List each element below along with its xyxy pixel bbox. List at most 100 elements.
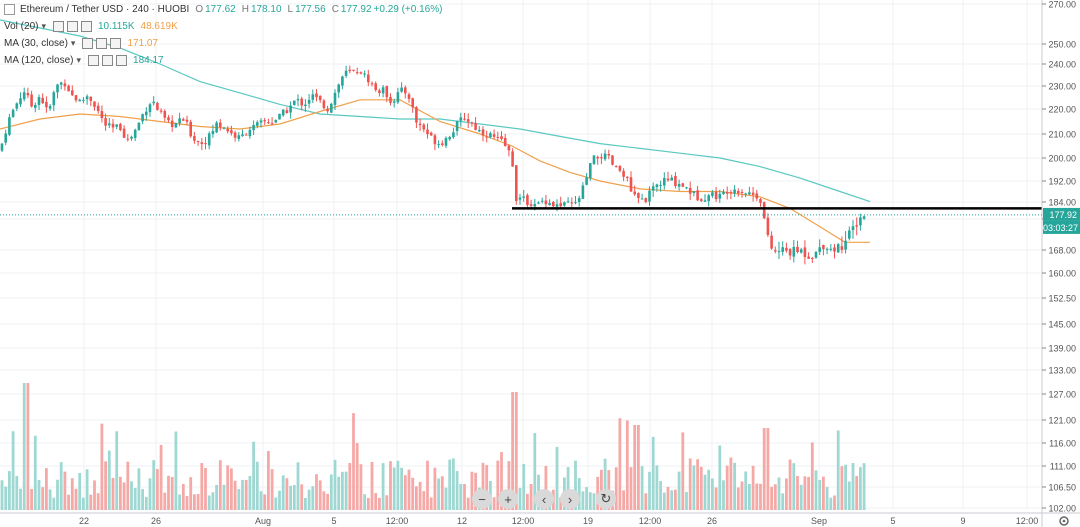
time-axis[interactable]: 22 26 Aug 5 12:00 12 12:00 19 12:00 26 Sep 5 9 12:00 — [0, 512, 1080, 526]
volume-bar — [748, 483, 751, 510]
volume-bar — [67, 494, 70, 510]
volume-bar — [433, 467, 437, 510]
price-tick-label: 160.00 — [1048, 269, 1076, 279]
candle-body — [814, 251, 818, 258]
candle-body — [825, 248, 829, 250]
volume-bar — [144, 496, 148, 510]
indicator-ma30-value: 171.07 — [127, 37, 159, 49]
price-tick-label: 250.00 — [1048, 40, 1076, 50]
indicator-vol-value-2: 48.619K — [140, 20, 178, 32]
candle-body — [11, 109, 15, 118]
candle-body — [622, 170, 625, 177]
candle-body — [455, 121, 459, 132]
candle-body — [851, 226, 855, 231]
time-tick-label: 26 — [707, 516, 717, 526]
eye-icon[interactable] — [82, 37, 94, 49]
candle-body — [437, 144, 440, 146]
close-icon[interactable] — [110, 37, 122, 49]
scroll-right-button[interactable]: › — [560, 489, 580, 509]
candle-body — [415, 107, 418, 123]
volume-bar — [359, 464, 363, 510]
volume-bar — [411, 477, 415, 510]
gear-icon[interactable] — [1059, 516, 1069, 526]
candle-body — [633, 191, 636, 195]
scroll-left-button[interactable]: ‹ — [534, 489, 554, 509]
volume-bar — [215, 484, 218, 510]
close-icon[interactable] — [116, 54, 128, 66]
candle-body — [811, 257, 814, 259]
candle-body — [122, 128, 126, 138]
symbol-visibility-checkbox[interactable] — [4, 3, 15, 15]
volume-bar — [233, 480, 237, 510]
zoom-out-button[interactable]: − — [472, 489, 492, 509]
gear-icon[interactable] — [67, 20, 78, 32]
candle-body — [63, 83, 67, 87]
reset-chart-button[interactable]: ↻ — [596, 489, 616, 509]
volume-bar — [851, 463, 855, 510]
candle-body — [237, 135, 241, 139]
volume-bar — [82, 497, 85, 510]
candle-body — [352, 69, 355, 71]
price-tick-label: 230.00 — [1048, 82, 1076, 92]
volume-bar — [614, 467, 618, 510]
volume-bar — [847, 481, 851, 510]
candle-body — [725, 191, 729, 194]
volume-bar — [4, 486, 8, 510]
indicator-ma120[interactable]: MA (120, close) ▾ 184.17 — [4, 53, 164, 67]
time-tick-label: 12:00 — [386, 516, 409, 526]
volume-bar — [119, 476, 122, 510]
chevron-down-icon[interactable]: ▾ — [70, 37, 76, 48]
candle-body — [407, 94, 411, 99]
close-icon[interactable] — [81, 20, 92, 32]
gear-icon[interactable] — [102, 54, 114, 66]
candle-body — [526, 195, 529, 206]
volume-bar — [640, 466, 644, 510]
candle-body — [307, 99, 311, 104]
gear-icon[interactable] — [96, 37, 108, 49]
candle-body — [740, 191, 744, 193]
candle-body — [629, 177, 633, 192]
candle-body — [540, 200, 544, 202]
candle-body — [178, 118, 181, 124]
zoom-in-button[interactable]: + — [498, 489, 518, 509]
volume-bar — [19, 488, 22, 510]
candle-body — [448, 137, 451, 140]
candle-body — [503, 137, 507, 147]
volume-bar — [152, 460, 156, 510]
eye-icon[interactable] — [88, 54, 100, 66]
indicator-ma30[interactable]: MA (30, close) ▾ 171.07 — [4, 36, 158, 50]
candle-body — [30, 94, 33, 107]
candle-body — [174, 123, 178, 128]
candle-body — [315, 93, 318, 98]
candle-body — [233, 132, 237, 138]
volume-bar — [603, 458, 607, 510]
ma-120-path — [0, 19, 871, 203]
volume-bar — [840, 466, 844, 510]
volume-bar — [70, 478, 74, 510]
volume-bar — [226, 465, 230, 510]
volume-bar — [374, 493, 378, 510]
chevron-down-icon[interactable]: ▾ — [41, 20, 46, 31]
volume-bar — [577, 477, 581, 510]
time-tick-label: 12:00 — [639, 516, 662, 526]
candle-body — [492, 134, 496, 137]
volume-bar — [803, 476, 807, 510]
volume-bar — [644, 493, 648, 510]
chevron-down-icon[interactable]: ▾ — [76, 54, 82, 65]
candle-body — [463, 118, 466, 120]
candle-body — [322, 100, 326, 109]
candle-body — [85, 96, 89, 100]
volume-bar — [270, 469, 274, 510]
eye-icon[interactable] — [53, 20, 64, 32]
volume-bar — [426, 460, 429, 510]
indicator-vol[interactable]: Vol (20) ▾ 10.115K 48.619K — [4, 19, 178, 33]
volume-bar — [41, 487, 45, 510]
volume-bar — [714, 487, 718, 510]
volume-bar — [818, 479, 822, 510]
volume-bar — [422, 491, 426, 510]
candle-body — [785, 247, 788, 251]
candle-body — [774, 250, 777, 252]
volume-bar — [156, 469, 159, 510]
